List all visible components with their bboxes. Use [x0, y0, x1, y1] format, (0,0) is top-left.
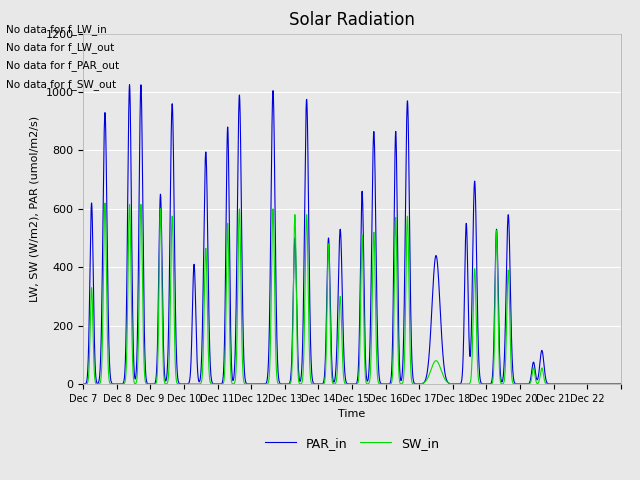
- SW_in: [540, 373, 547, 379]
- Line: PAR_in: PAR_in: [83, 84, 621, 384]
- Legend: PAR_in, SW_in: PAR_in, SW_in: [260, 432, 444, 455]
- PAR_in: [500, 372, 508, 378]
- PAR_in: [540, 359, 547, 364]
- Text: No data for f_PAR_out: No data for f_PAR_out: [6, 60, 120, 72]
- PAR_in: [191, 271, 198, 277]
- Line: SW_in: SW_in: [83, 203, 621, 384]
- SW_in: [79, 381, 87, 387]
- Text: No data for f_LW_out: No data for f_LW_out: [6, 42, 115, 53]
- Y-axis label: LW, SW (W/m2), PAR (umol/m2/s): LW, SW (W/m2), PAR (umol/m2/s): [30, 116, 40, 302]
- PAR_in: [401, 270, 408, 276]
- SW_in: [191, 381, 198, 387]
- SW_in: [550, 381, 557, 387]
- SW_in: [500, 381, 508, 386]
- PAR_in: [372, 230, 380, 236]
- PAR_in: [617, 381, 625, 387]
- SW_in: [617, 381, 625, 387]
- Text: No data for f_SW_out: No data for f_SW_out: [6, 79, 116, 90]
- SW_in: [526, 381, 534, 386]
- PAR_in: [550, 381, 557, 387]
- SW_in: [372, 320, 380, 326]
- X-axis label: Time: Time: [339, 409, 365, 419]
- SW_in: [401, 349, 408, 355]
- PAR_in: [526, 379, 534, 385]
- SW_in: [101, 200, 109, 206]
- PAR_in: [125, 82, 133, 87]
- Text: No data for f_LW_in: No data for f_LW_in: [6, 24, 107, 35]
- Title: Solar Radiation: Solar Radiation: [289, 11, 415, 29]
- PAR_in: [79, 381, 87, 387]
